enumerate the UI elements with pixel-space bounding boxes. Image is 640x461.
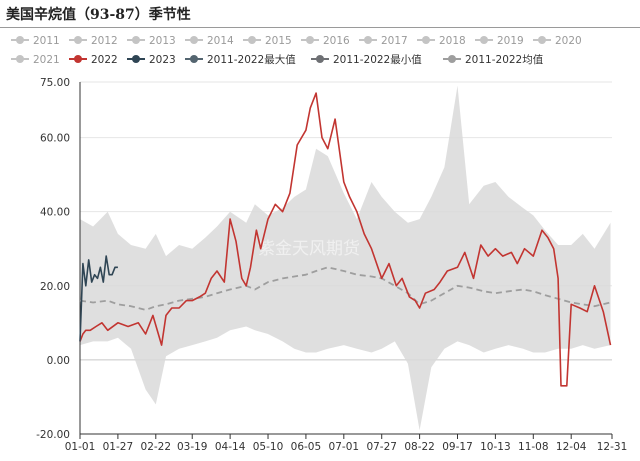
legend-item-2012[interactable]: 2012 bbox=[69, 35, 118, 47]
legend-item-2023[interactable]: 2023 bbox=[127, 54, 176, 66]
x-tick-label: 06-05 bbox=[291, 441, 322, 453]
legend-label: 2022 bbox=[91, 54, 118, 66]
y-tick-label: 40.00 bbox=[40, 207, 70, 219]
x-tick-label: 09-17 bbox=[442, 441, 473, 453]
legend-swatch-dot bbox=[132, 55, 140, 63]
legend-swatch-dot bbox=[316, 55, 324, 63]
legend-swatch-dot bbox=[248, 36, 256, 44]
y-tick-label: 75.00 bbox=[40, 77, 70, 89]
legend-label: 2014 bbox=[207, 35, 234, 47]
legend-swatch-dot bbox=[132, 36, 140, 44]
legend-label: 2021 bbox=[33, 54, 60, 66]
series-line-avg[interactable] bbox=[79, 266, 611, 311]
title-divider bbox=[0, 27, 640, 28]
legend-swatch-dot bbox=[422, 36, 430, 44]
band-area bbox=[80, 85, 611, 431]
x-tick-label: 03-19 bbox=[177, 441, 208, 453]
x-tick-label: 12-31 bbox=[597, 441, 628, 453]
series-lines[interactable] bbox=[79, 92, 612, 387]
watermark-text: 紫金天风期货 bbox=[258, 239, 360, 259]
y-axis: 75.00 60.00 40.00 20.00 0.00 -20.00 bbox=[36, 77, 81, 441]
legend-label: 2015 bbox=[265, 35, 292, 47]
y-tick-label: -20.00 bbox=[36, 429, 70, 441]
x-tick-label: 01-01 bbox=[65, 441, 96, 453]
y-tick-label: 60.00 bbox=[40, 133, 70, 145]
x-tick-label: 02-22 bbox=[141, 441, 172, 453]
legend-label: 2013 bbox=[149, 35, 176, 47]
legend-label: 2018 bbox=[439, 35, 466, 47]
y-tick-label: 20.00 bbox=[40, 281, 70, 293]
legend-swatch-dot bbox=[190, 36, 198, 44]
legend-label: 2011-2022最大值 bbox=[207, 53, 296, 66]
x-tick-label: 04-14 bbox=[215, 441, 246, 453]
legend-swatch-dot bbox=[538, 36, 546, 44]
legend-item-2021[interactable]: 2021 bbox=[11, 54, 60, 66]
legend-swatch-dot bbox=[190, 55, 198, 63]
legend-item-2017[interactable]: 2017 bbox=[359, 35, 408, 47]
y-tick-label: 0.00 bbox=[47, 355, 70, 367]
legend-label: 2011-2022均值 bbox=[465, 53, 544, 66]
x-tick-label: 07-01 bbox=[329, 441, 360, 453]
legend-swatch-dot bbox=[74, 55, 82, 63]
x-tick-label: 05-10 bbox=[253, 441, 284, 453]
legend-swatch-dot bbox=[480, 36, 488, 44]
min-max-band bbox=[80, 85, 611, 431]
legend-swatch-dot bbox=[448, 55, 456, 63]
legend-swatch-dot bbox=[74, 36, 82, 44]
legend-swatch-dot bbox=[16, 55, 24, 63]
legend-label: 2019 bbox=[497, 35, 524, 47]
legend-label: 2011 bbox=[33, 35, 60, 47]
legend-item-2011[interactable]: 2011 bbox=[11, 35, 60, 47]
legend-label: 2020 bbox=[555, 35, 582, 47]
legend-item-2016[interactable]: 2016 bbox=[301, 35, 350, 47]
x-tick-label: 07-27 bbox=[366, 441, 397, 453]
legend-item-2011-2022最大值[interactable]: 2011-2022最大值 bbox=[185, 53, 296, 66]
legend-label: 2017 bbox=[381, 35, 408, 47]
legend-label: 2023 bbox=[149, 54, 176, 66]
legend-swatch-dot bbox=[364, 36, 372, 44]
legend-label: 2016 bbox=[323, 35, 350, 47]
x-axis: 01-01 01-27 02-22 03-19 04-14 05-10 06-05 07-01… bbox=[65, 433, 628, 453]
legend-item-2011-2022均值[interactable]: 2011-2022均值 bbox=[443, 53, 544, 66]
watermark: 紫金天风期货 bbox=[258, 239, 360, 259]
chart-title: 美国辛烷值（93-87）季节性 bbox=[6, 7, 191, 23]
legend-item-2022[interactable]: 2022 bbox=[69, 54, 118, 66]
legend-item-2020[interactable]: 2020 bbox=[533, 35, 582, 47]
x-tick-label: 12-04 bbox=[556, 441, 587, 453]
x-tick-label: 11-08 bbox=[518, 441, 549, 453]
series-line-2022[interactable] bbox=[79, 92, 612, 387]
legend-swatch-dot bbox=[306, 36, 314, 44]
legend-item-2015[interactable]: 2015 bbox=[243, 35, 292, 47]
legend-swatch-dot bbox=[16, 36, 24, 44]
legend-label: 2012 bbox=[91, 35, 118, 47]
x-tick-label: 08-22 bbox=[404, 441, 435, 453]
legend-item-2011-2022最小值[interactable]: 2011-2022最小值 bbox=[311, 53, 422, 66]
legend-item-2018[interactable]: 2018 bbox=[417, 35, 466, 47]
legend-label: 2011-2022最小值 bbox=[333, 53, 422, 66]
legend-item-2019[interactable]: 2019 bbox=[475, 35, 524, 47]
series-line-2023[interactable] bbox=[79, 255, 118, 342]
legend-item-2014[interactable]: 2014 bbox=[185, 35, 234, 47]
legend-item-2013[interactable]: 2013 bbox=[127, 35, 176, 47]
x-tick-label: 10-13 bbox=[480, 441, 511, 453]
x-tick-label: 01-27 bbox=[103, 441, 134, 453]
chart-legend[interactable]: 2011 2012 2013 2014 2015 2016 2017 2018 2019 2020… bbox=[11, 35, 582, 66]
